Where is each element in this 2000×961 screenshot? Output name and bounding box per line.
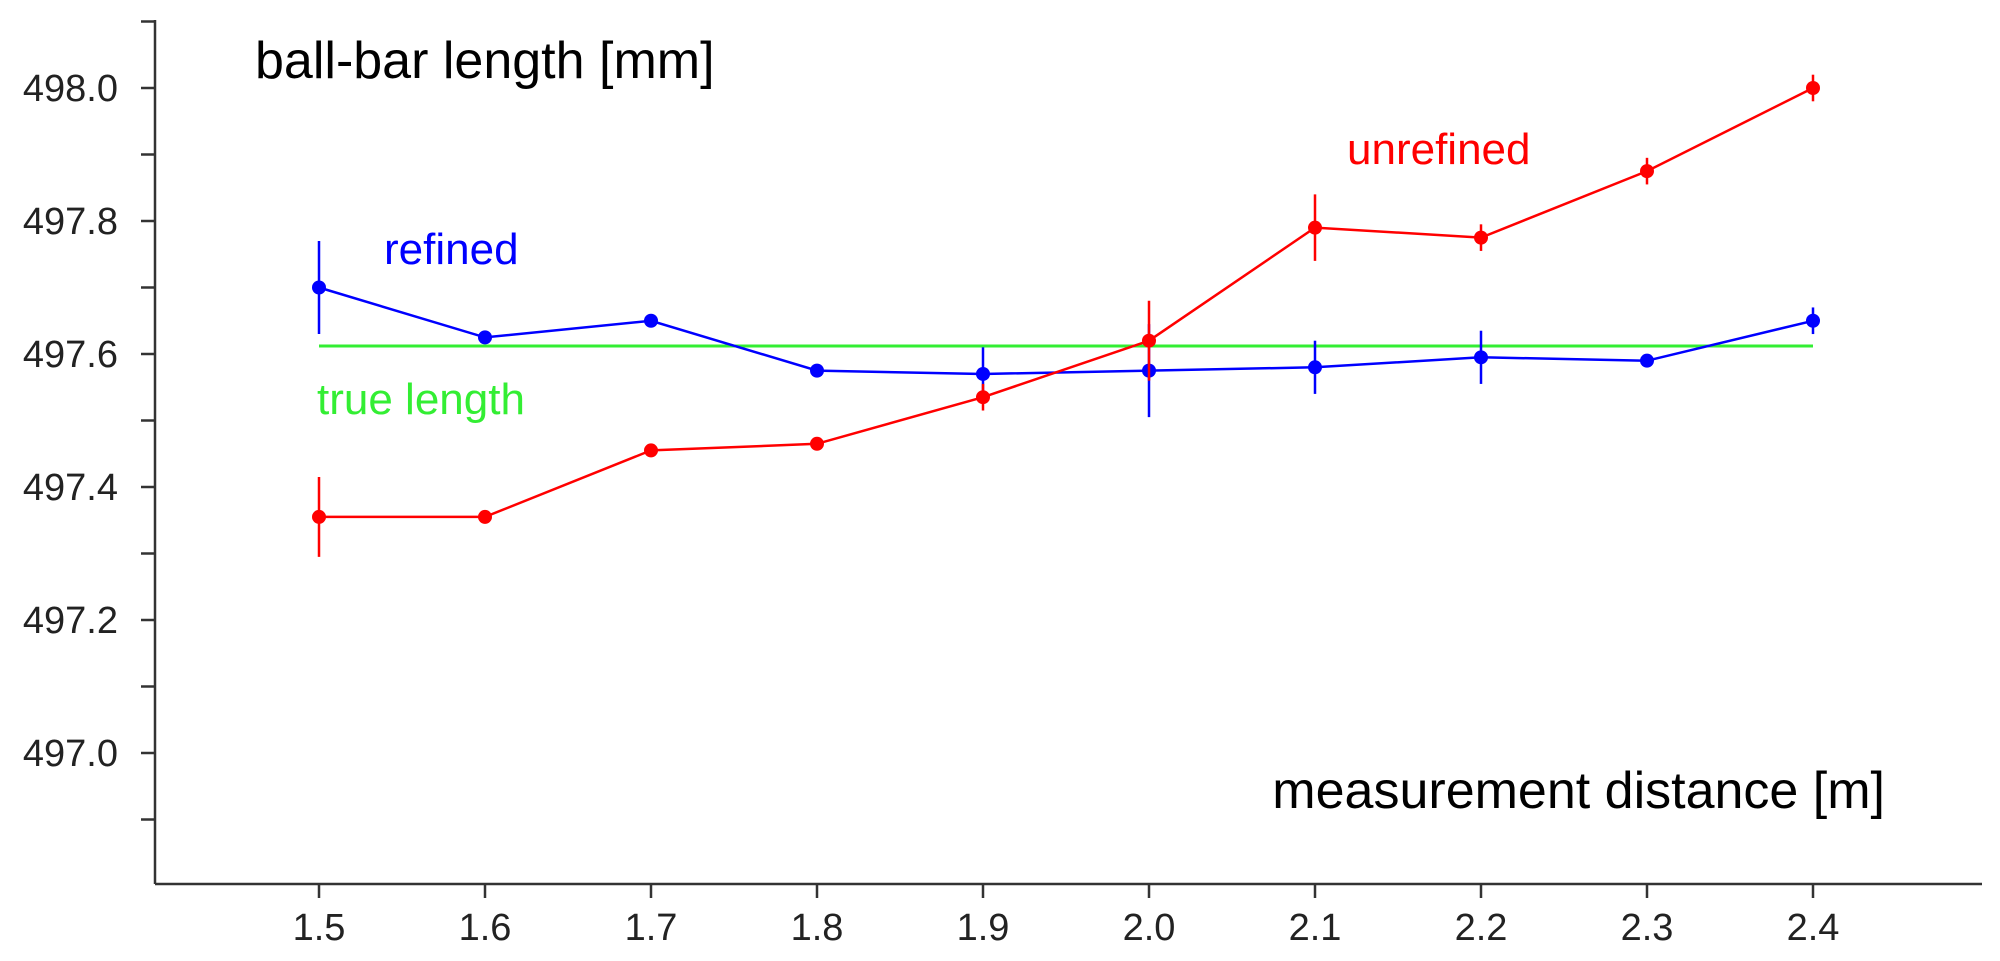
x-tick-label: 1.9 [957, 907, 1010, 949]
data-point-unrefined [1474, 230, 1488, 245]
data-point-unrefined [1640, 164, 1654, 179]
x-tick-label: 1.5 [293, 907, 346, 949]
data-point-unrefined [1142, 333, 1156, 348]
data-point-refined [1474, 350, 1488, 365]
x-tick-label: 1.8 [791, 907, 844, 949]
data-point-unrefined [1308, 220, 1322, 235]
data-point-refined [1806, 313, 1820, 328]
x-tick-label: 1.7 [625, 907, 678, 949]
chart-title: ball-bar length [mm] [255, 32, 715, 90]
y-tick-label: 498.0 [23, 68, 118, 110]
data-point-refined [1640, 353, 1654, 368]
series-line-unrefined [319, 86, 1814, 519]
x-tick-label: 2.4 [1787, 907, 1840, 949]
y-tick-label: 497.2 [23, 600, 118, 642]
series-line-refined [318, 286, 1814, 376]
data-point-refined [976, 366, 990, 381]
x-tick-label: 2.1 [1289, 907, 1342, 949]
data-point-refined [810, 363, 824, 378]
series-label-true-length: true length [317, 375, 525, 424]
data-point-refined [1308, 360, 1322, 375]
x-tick-label: 1.6 [459, 907, 512, 949]
y-tick-label: 497.6 [23, 334, 118, 376]
x-tick-label: 2.3 [1621, 907, 1674, 949]
data-point-unrefined [644, 443, 658, 458]
x-axis-title: measurement distance [m] [1272, 762, 1885, 820]
data-point-refined [478, 330, 492, 345]
data-point-refined [312, 280, 326, 295]
y-tick-label: 497.0 [23, 733, 118, 775]
data-point-refined [644, 313, 658, 328]
data-point-unrefined [810, 436, 824, 451]
series-label-refined: refined [384, 225, 519, 274]
data-point-unrefined [1806, 81, 1820, 95]
x-tick-label: 2.0 [1123, 907, 1176, 949]
data-point-unrefined [976, 390, 990, 405]
y-tick-label: 497.8 [23, 201, 118, 243]
data-point-unrefined [478, 509, 492, 524]
series-label-unrefined: unrefined [1347, 125, 1530, 174]
y-tick-label: 497.4 [23, 467, 118, 509]
x-tick-label: 2.2 [1455, 907, 1508, 949]
data-point-unrefined [312, 509, 326, 524]
